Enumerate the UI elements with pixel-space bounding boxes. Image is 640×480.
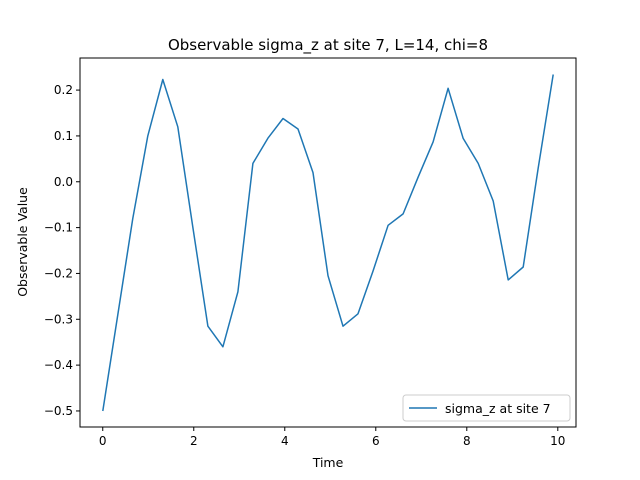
y-tick-label: −0.5 <box>44 404 73 418</box>
axis-ticks: 0 2 4 6 8 10 −0.5 −0.4 −0.3 −0.2 −0.1 0.0 0.1 0.2 <box>44 83 566 448</box>
data-point <box>508 279 509 280</box>
data-point <box>162 79 163 80</box>
data-point <box>373 271 374 272</box>
data-point <box>328 275 329 276</box>
y-tick-label: 0.2 <box>54 83 73 97</box>
series-layer <box>102 74 554 412</box>
y-axis-label: Observable Value <box>15 187 30 297</box>
data-point <box>463 138 464 139</box>
y-tick-label: −0.2 <box>44 266 73 280</box>
y-tick-label: 0.0 <box>54 175 73 189</box>
y-tick-label: −0.1 <box>44 221 73 235</box>
data-point <box>147 135 148 136</box>
data-point <box>102 411 103 412</box>
data-point <box>252 163 253 164</box>
x-axis-label: Time <box>312 455 344 470</box>
data-point <box>478 163 479 164</box>
data-point <box>418 177 419 178</box>
x-tick-label: 2 <box>190 434 198 448</box>
data-point <box>448 88 449 89</box>
data-point <box>358 313 359 314</box>
y-tick-label: −0.4 <box>44 358 73 372</box>
y-tick-label: −0.3 <box>44 312 73 326</box>
data-point <box>177 126 178 127</box>
series-line <box>102 74 554 412</box>
legend-box <box>402 394 571 422</box>
data-point <box>298 129 299 130</box>
data-point <box>403 213 404 214</box>
chart-title: Observable sigma_z at site 7, L=14, chi=… <box>168 36 488 55</box>
x-tick-label: 10 <box>550 434 565 448</box>
x-tick-label: 8 <box>463 434 471 448</box>
data-point <box>132 218 133 219</box>
x-tick-label: 0 <box>99 434 107 448</box>
x-tick-label: 4 <box>281 434 289 448</box>
data-point <box>388 225 389 226</box>
data-point <box>117 314 118 315</box>
data-point <box>313 172 314 173</box>
legend-label: sigma_z at site 7 <box>445 401 551 416</box>
data-point <box>283 118 284 119</box>
data-point <box>433 141 434 142</box>
data-point <box>523 267 524 268</box>
data-point <box>222 346 223 347</box>
legend: sigma_z at site 7 <box>402 394 571 422</box>
data-point <box>553 74 554 75</box>
y-tick-label: 0.1 <box>54 129 73 143</box>
data-point <box>538 168 539 169</box>
data-point <box>493 201 494 202</box>
data-point <box>343 326 344 327</box>
data-point <box>237 291 238 292</box>
data-point <box>192 227 193 228</box>
x-tick-label: 6 <box>372 434 380 448</box>
plot-frame <box>79 57 577 428</box>
data-point <box>207 326 208 327</box>
data-point <box>267 138 268 139</box>
